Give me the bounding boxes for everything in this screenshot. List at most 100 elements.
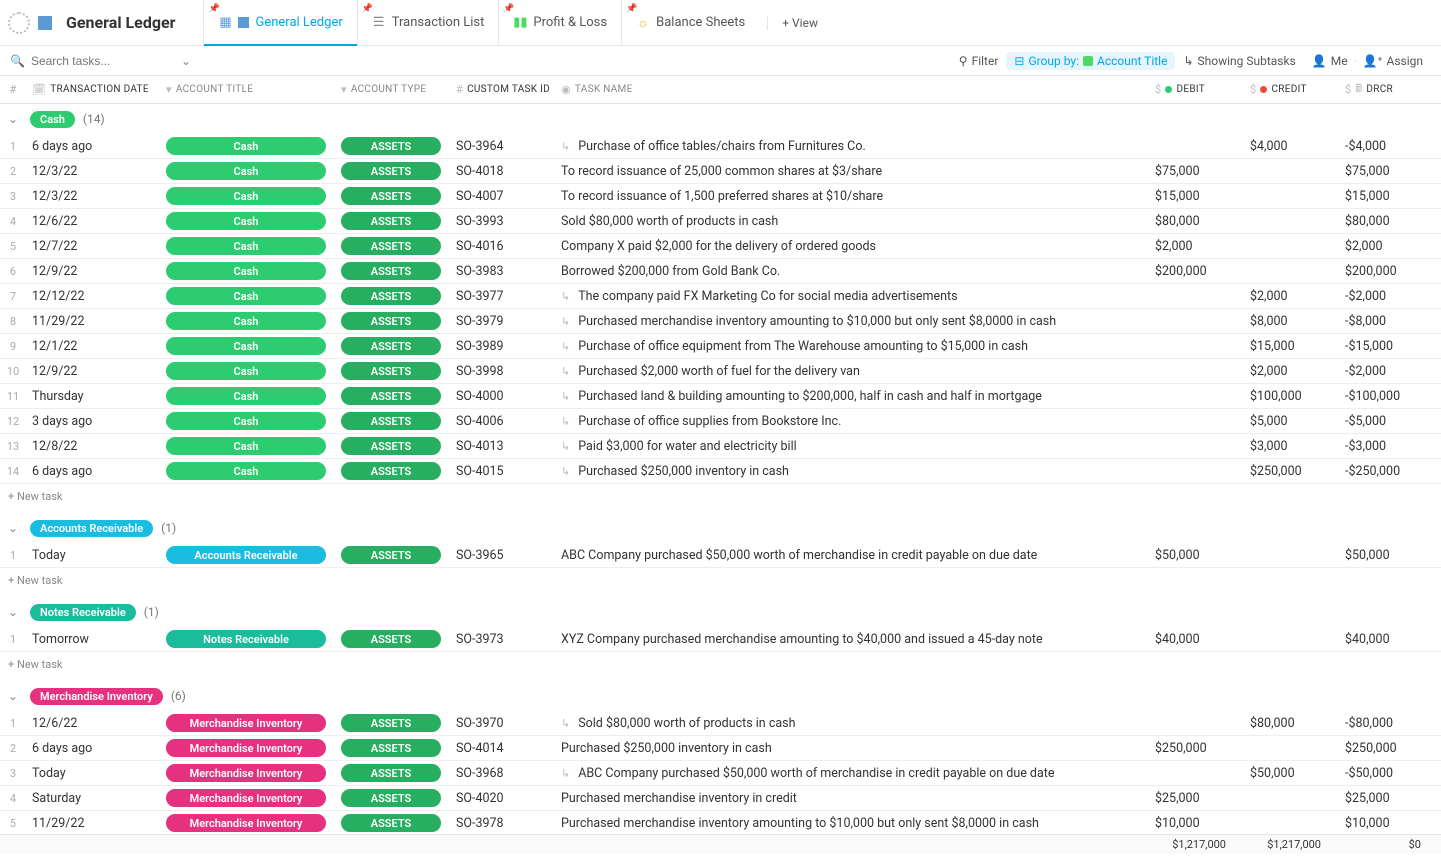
chevron-down-icon[interactable]: ⌄ bbox=[4, 689, 22, 703]
tab-label: General Ledger bbox=[255, 15, 342, 30]
cell-account: Cash bbox=[166, 187, 341, 205]
cell-id: SO-3998 bbox=[456, 364, 561, 379]
col-debit[interactable]: $DEBIT bbox=[1151, 83, 1246, 96]
table-row[interactable]: 11 Thursday Cash ASSETS SO-4000 ↳Purchas… bbox=[0, 384, 1441, 409]
cell-task: ↳Purchase of office supplies from Bookst… bbox=[561, 414, 1151, 429]
search-icon: 🔍 bbox=[10, 54, 25, 68]
table-row[interactable]: 9 12/1/22 Cash ASSETS SO-3989 ↳Purchase … bbox=[0, 334, 1441, 359]
table-row[interactable]: 5 11/29/22 Merchandise Inventory ASSETS … bbox=[0, 811, 1441, 836]
col-credit[interactable]: $CREDIT bbox=[1246, 83, 1341, 96]
add-view-button[interactable]: + View bbox=[767, 16, 832, 30]
cell-credit: $80,000 bbox=[1246, 716, 1341, 731]
col-acct[interactable]: ▾ACCOUNT TITLE bbox=[166, 83, 341, 96]
tab-transaction-list[interactable]: 📌 ☰ Transaction List bbox=[357, 0, 499, 46]
page-title: General Ledger bbox=[66, 13, 175, 32]
search-input[interactable] bbox=[31, 54, 171, 68]
table-row[interactable]: 6 12/9/22 Cash ASSETS SO-3983 Borrowed $… bbox=[0, 259, 1441, 284]
account-badge: Merchandise Inventory bbox=[166, 789, 326, 807]
type-badge: ASSETS bbox=[341, 789, 441, 807]
view-icon: ▮▮ bbox=[513, 16, 527, 30]
table-row[interactable]: 14 6 days ago Cash ASSETS SO-4015 ↳Purch… bbox=[0, 459, 1441, 484]
new-task-button[interactable]: + New task bbox=[0, 484, 1441, 513]
cell-task: Company X paid $2,000 for the delivery o… bbox=[561, 239, 1151, 254]
account-badge: Cash bbox=[166, 312, 326, 330]
col-drcr[interactable]: $🖩DRCR bbox=[1341, 80, 1441, 99]
table-row[interactable]: 8 11/29/22 Cash ASSETS SO-3979 ↳Purchase… bbox=[0, 309, 1441, 334]
hash-icon: # bbox=[456, 83, 463, 96]
cell-drcr: $50,000 bbox=[1341, 548, 1441, 563]
filter-icon: ⚲ bbox=[959, 54, 968, 68]
row-number: 6 bbox=[0, 265, 26, 278]
subtask-icon: ↳ bbox=[561, 290, 570, 303]
chevron-down-icon[interactable]: ⌄ bbox=[4, 521, 22, 535]
tab-general-ledger[interactable]: 📌 ▦ General Ledger bbox=[203, 0, 356, 46]
filter-button[interactable]: ⚲Filter bbox=[951, 52, 1007, 70]
cell-credit: $2,000 bbox=[1246, 364, 1341, 379]
col-task[interactable]: ◉TASK NAME bbox=[561, 83, 1151, 96]
table-row[interactable]: 1 Tomorrow Notes Receivable ASSETS SO-39… bbox=[0, 627, 1441, 652]
row-number: 10 bbox=[0, 365, 26, 378]
subtask-icon: ↳ bbox=[561, 465, 570, 478]
table-row[interactable]: 10 12/9/22 Cash ASSETS SO-3998 ↳Purchase… bbox=[0, 359, 1441, 384]
cell-debit: $15,000 bbox=[1151, 189, 1246, 204]
col-id[interactable]: #CUSTOM TASK ID bbox=[456, 83, 561, 96]
chevron-down-icon[interactable]: ⌄ bbox=[4, 112, 22, 126]
table-row[interactable]: 4 Saturday Merchandise Inventory ASSETS … bbox=[0, 786, 1441, 811]
group-header[interactable]: ⌄ Notes Receivable (1) bbox=[0, 597, 1441, 627]
group-by-button[interactable]: ⊟ Group by: Account Title bbox=[1006, 52, 1175, 70]
row-number: 3 bbox=[0, 767, 26, 780]
cell-date: 3 days ago bbox=[26, 414, 166, 429]
account-badge: Cash bbox=[166, 212, 326, 230]
cell-drcr: -$3,000 bbox=[1341, 439, 1441, 454]
table-row[interactable]: 1 Today Accounts Receivable ASSETS SO-39… bbox=[0, 543, 1441, 568]
folder-icon bbox=[38, 16, 52, 30]
col-type[interactable]: ▾ACCOUNT TYPE bbox=[341, 83, 456, 96]
group-header[interactable]: ⌄ Accounts Receivable (1) bbox=[0, 513, 1441, 543]
group-color-icon bbox=[1083, 56, 1093, 66]
cell-date: Thursday bbox=[26, 389, 166, 404]
table-row[interactable]: 1 12/6/22 Merchandise Inventory ASSETS S… bbox=[0, 711, 1441, 736]
col-date[interactable]: 🗓TRANSACTION DATE bbox=[26, 83, 166, 96]
table-row[interactable]: 7 12/12/22 Cash ASSETS SO-3977 ↳The comp… bbox=[0, 284, 1441, 309]
app-icon[interactable] bbox=[8, 12, 30, 34]
row-number: 1 bbox=[0, 717, 26, 730]
table-row[interactable]: 13 12/8/22 Cash ASSETS SO-4013 ↳Paid $3,… bbox=[0, 434, 1441, 459]
account-badge: Cash bbox=[166, 437, 326, 455]
table-row[interactable]: 3 Today Merchandise Inventory ASSETS SO-… bbox=[0, 761, 1441, 786]
new-task-button[interactable]: + New task bbox=[0, 652, 1441, 681]
row-number: 7 bbox=[0, 290, 26, 303]
account-badge: Cash bbox=[166, 287, 326, 305]
group-header[interactable]: ⌄ Cash (14) bbox=[0, 104, 1441, 134]
group-header[interactable]: ⌄ Merchandise Inventory (6) bbox=[0, 681, 1441, 711]
me-button[interactable]: 👤Me·👤⁺Assign bbox=[1304, 52, 1431, 70]
table-row[interactable]: 2 12/3/22 Cash ASSETS SO-4018 To record … bbox=[0, 159, 1441, 184]
cell-credit: $3,000 bbox=[1246, 439, 1341, 454]
table-row[interactable]: 4 12/6/22 Cash ASSETS SO-3993 Sold $80,0… bbox=[0, 209, 1441, 234]
cell-account: Cash bbox=[166, 262, 341, 280]
cell-type: ASSETS bbox=[341, 362, 456, 380]
table-row[interactable]: 12 3 days ago Cash ASSETS SO-4006 ↳Purch… bbox=[0, 409, 1441, 434]
cell-id: SO-3970 bbox=[456, 716, 561, 731]
cell-task: ↳Purchased land & building amounting to … bbox=[561, 389, 1151, 404]
tab-label: Profit & Loss bbox=[533, 15, 607, 30]
cell-task: ABC Company purchased $50,000 worth of m… bbox=[561, 548, 1151, 563]
table-row[interactable]: 3 12/3/22 Cash ASSETS SO-4007 To record … bbox=[0, 184, 1441, 209]
cell-credit: $50,000 bbox=[1246, 766, 1341, 781]
cell-id: SO-4007 bbox=[456, 189, 561, 204]
cell-account: Cash bbox=[166, 412, 341, 430]
chevron-down-icon[interactable]: ⌄ bbox=[4, 605, 22, 619]
view-icon: ☰ bbox=[372, 16, 386, 30]
cell-task: ↳Paid $3,000 for water and electricity b… bbox=[561, 439, 1151, 454]
new-task-button[interactable]: + New task bbox=[0, 568, 1441, 597]
cell-id: SO-3979 bbox=[456, 314, 561, 329]
cell-date: 12/7/22 bbox=[26, 239, 166, 254]
row-number: 9 bbox=[0, 340, 26, 353]
table-row[interactable]: 1 6 days ago Cash ASSETS SO-3964 ↳Purcha… bbox=[0, 134, 1441, 159]
tab-profit-loss[interactable]: 📌 ▮▮ Profit & Loss bbox=[498, 0, 621, 46]
search-chevron-icon[interactable]: ⌄ bbox=[181, 54, 191, 68]
folder-icon bbox=[238, 17, 249, 28]
table-row[interactable]: 2 6 days ago Merchandise Inventory ASSET… bbox=[0, 736, 1441, 761]
subtasks-button[interactable]: ↳Showing Subtasks bbox=[1175, 52, 1303, 70]
table-row[interactable]: 5 12/7/22 Cash ASSETS SO-4016 Company X … bbox=[0, 234, 1441, 259]
tab-balance-sheets[interactable]: 📌 ☼ Balance Sheets bbox=[621, 0, 759, 46]
